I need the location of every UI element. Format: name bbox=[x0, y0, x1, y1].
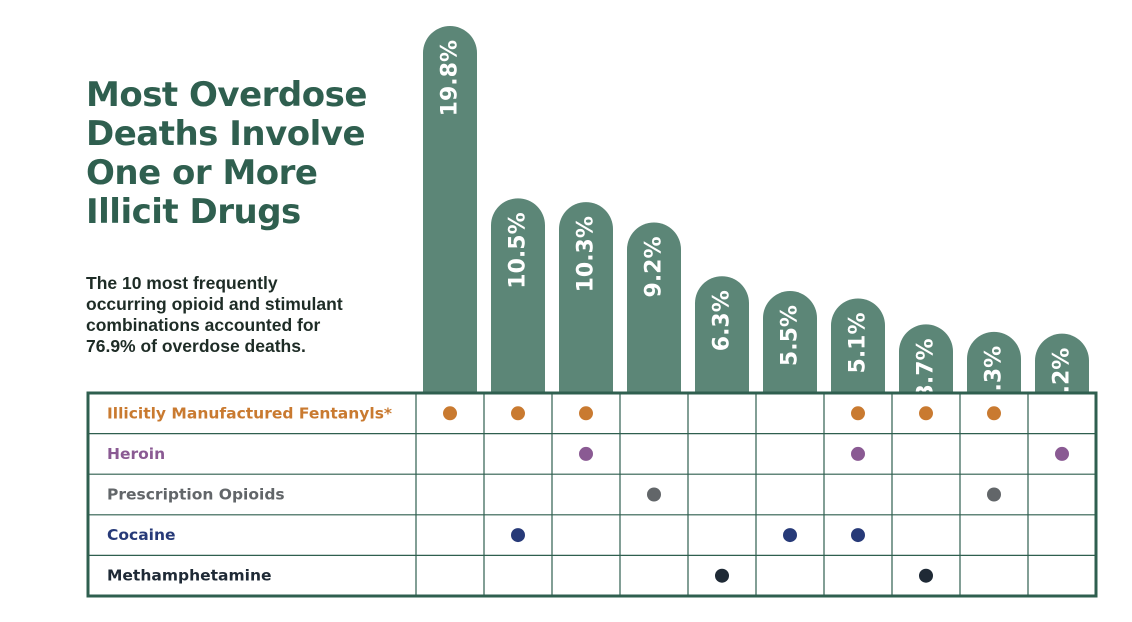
bar-value-label-10: 3.2% bbox=[1050, 348, 1075, 409]
bar-value-label-9: 3.3% bbox=[982, 346, 1007, 407]
chart-subtitle: The 10 most frequently occurring opioid … bbox=[86, 273, 343, 356]
row-label-4: Cocaine bbox=[107, 526, 176, 544]
table-border bbox=[86, 391, 1098, 598]
bar-value-label-7: 5.1% bbox=[846, 312, 871, 373]
bar-5 bbox=[695, 276, 749, 393]
bar-value-label-3: 10.3% bbox=[574, 216, 599, 292]
bar-value-label-8: 3.7% bbox=[914, 338, 939, 399]
bar-9 bbox=[967, 331, 1021, 393]
dot-marker bbox=[919, 406, 933, 421]
dot-marker bbox=[851, 528, 865, 543]
bar-8 bbox=[899, 324, 953, 393]
row-label-1: Illicitly Manufactured Fentanyls* bbox=[107, 404, 392, 422]
dot-marker bbox=[647, 487, 661, 502]
dot-marker bbox=[1055, 446, 1069, 461]
row-label-2: Heroin bbox=[107, 445, 165, 463]
dot-marker bbox=[851, 446, 865, 461]
dot-marker bbox=[783, 528, 797, 543]
row-label-5: Methamphetamine bbox=[107, 567, 272, 585]
bar-value-label-4: 9.2% bbox=[642, 236, 667, 297]
bar-4 bbox=[627, 222, 681, 393]
chart-title: Most Overdose Deaths Involve One or More… bbox=[86, 75, 367, 232]
dot-marker bbox=[579, 406, 593, 421]
dot-marker bbox=[987, 406, 1001, 421]
dot-marker bbox=[919, 568, 933, 583]
dot-marker bbox=[511, 406, 525, 421]
dot-marker bbox=[987, 487, 1001, 502]
dot-marker bbox=[851, 406, 865, 421]
row-label-3: Prescription Opioids bbox=[107, 486, 285, 504]
bar-10 bbox=[1035, 333, 1089, 393]
dot-marker bbox=[443, 406, 457, 421]
dot-marker bbox=[511, 528, 525, 543]
bar-6 bbox=[763, 291, 817, 393]
bar-value-label-6: 5.5% bbox=[778, 305, 803, 366]
bar-3 bbox=[559, 202, 613, 393]
bar-2 bbox=[491, 198, 545, 393]
bar-value-label-5: 6.3% bbox=[710, 290, 735, 351]
bar-value-label-1: 19.8% bbox=[438, 40, 463, 116]
dot-marker bbox=[579, 446, 593, 461]
dot-marker bbox=[715, 568, 729, 583]
bar-value-label-2: 10.5% bbox=[506, 212, 531, 288]
bar-1 bbox=[423, 26, 477, 393]
bar-7 bbox=[831, 298, 885, 393]
